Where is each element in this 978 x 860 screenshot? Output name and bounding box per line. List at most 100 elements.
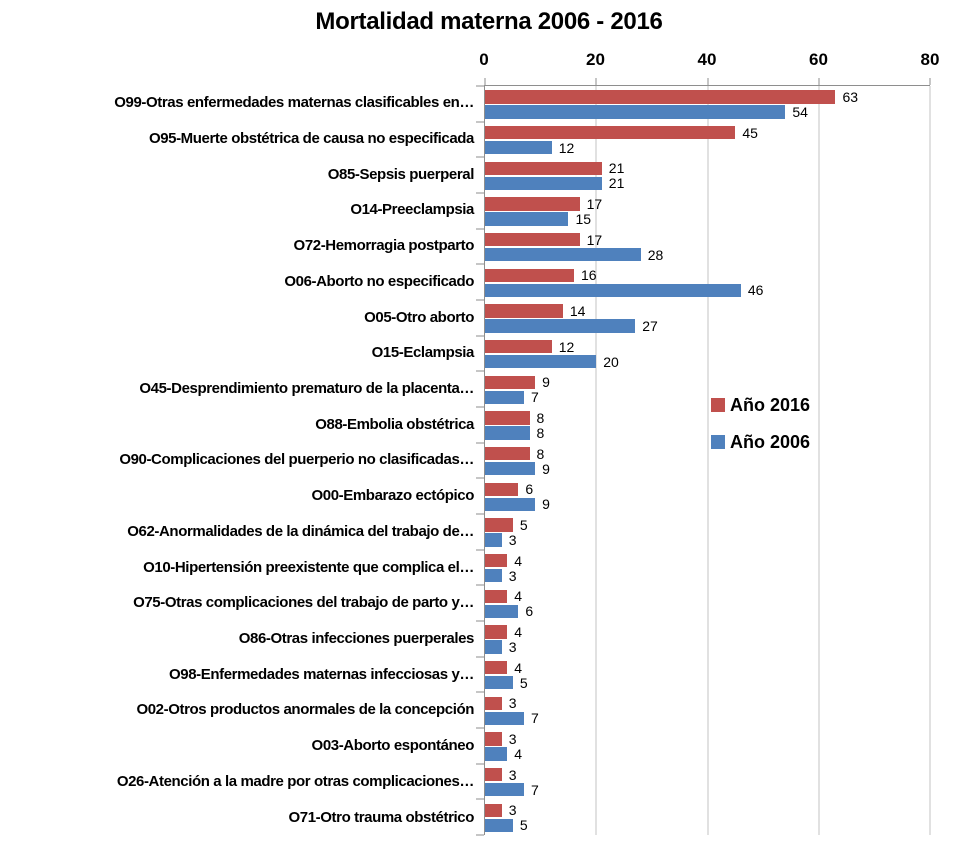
bar-value-label: 3	[508, 731, 517, 748]
legend-label: Año 2006	[730, 431, 811, 452]
x-axis-tick-label: 0	[479, 50, 489, 69]
chart-title: Mortalidad materna 2006 - 2016	[315, 8, 663, 35]
bar-value-label: 4	[514, 588, 523, 605]
bar-ano-2016	[485, 803, 502, 818]
bar-ano-2006	[485, 247, 641, 262]
x-axis: 0 20 40 60 80	[479, 50, 939, 74]
bar-value-label: 17	[586, 231, 603, 248]
bar-ano-2006	[485, 711, 524, 726]
bar-ano-2006	[485, 105, 786, 119]
category-label: O00-Embarazo ectópico	[311, 487, 475, 505]
bar-ano-2006	[485, 640, 502, 654]
axis-tick-mark	[476, 299, 484, 301]
bar-ano-2006	[485, 568, 502, 583]
axis-tick-mark	[476, 156, 484, 158]
bar-value-label: 3	[508, 639, 517, 656]
bar-ano-2006	[485, 497, 536, 512]
bar-value-label: 8	[536, 425, 545, 442]
bar-value-label: 4	[514, 746, 523, 763]
bar-value-label: 12	[558, 139, 575, 156]
bar-value-label: 4	[514, 659, 523, 676]
bar-value-label: 3	[508, 802, 517, 819]
category-label: O14-Preeclampsia	[350, 201, 474, 219]
category-label: O06-Aborto no especificado	[284, 272, 474, 290]
category-label: O98-Enfermedades maternas infecciosas y…	[169, 665, 474, 683]
axis-tick-mark	[476, 727, 484, 729]
bar-value-label: 9	[542, 460, 550, 477]
bar-ano-2016	[485, 589, 508, 604]
bar-value-label: 8	[536, 410, 545, 427]
bar-value-label: 28	[647, 246, 664, 263]
axis-tick-mark	[818, 78, 820, 85]
bar-ano-2016	[485, 339, 552, 354]
bar-ano-2006	[485, 390, 524, 405]
bar-value-label: 45	[742, 124, 758, 141]
category-label: O99-Otras enfermedades maternas clasific…	[114, 94, 474, 112]
axis-tick-mark	[476, 335, 484, 337]
category-label: O02-Otros productos anormales de la conc…	[136, 701, 474, 719]
axis-tick-mark	[476, 228, 484, 230]
bar-value-label: 20	[603, 353, 619, 370]
bar-value-label: 14	[569, 303, 586, 320]
bar-ano-2016	[485, 161, 602, 176]
axis-tick-mark	[476, 798, 484, 800]
bar-ano-2016	[485, 553, 508, 568]
x-axis-tick-label: 20	[586, 50, 605, 69]
bar-ano-2016	[485, 767, 502, 782]
axis-tick-mark	[476, 656, 484, 658]
category-label: O86-Otras infecciones puerperales	[238, 630, 475, 648]
bar-value-label: 4	[514, 552, 523, 569]
bar-ano-2016	[485, 518, 513, 532]
bar-ano-2016	[485, 197, 580, 211]
axis-tick-mark	[476, 477, 484, 479]
bar-value-label: 21	[608, 175, 625, 192]
axis-tick-mark	[707, 78, 708, 85]
bar-ano-2016	[485, 660, 508, 675]
bar-ano-2006	[485, 426, 530, 440]
axis-tick-mark	[476, 834, 484, 836]
gridline	[595, 86, 597, 835]
bar-ano-2006	[485, 461, 536, 476]
bar-value-label: 54	[792, 104, 808, 121]
bar-ano-2016	[485, 90, 836, 104]
axis-tick-mark	[476, 192, 484, 194]
category-label: O88-Embolia obstétrica	[315, 415, 474, 433]
bar-value-label: 3	[508, 766, 517, 783]
bar-ano-2006	[485, 604, 519, 619]
category-label: O05-Otro aborto	[364, 308, 474, 326]
category-axis-labels: O99-Otras enfermedades maternas clasific…	[0, 85, 474, 835]
axis-tick-mark	[476, 691, 484, 693]
bar-value-label: 3	[508, 567, 517, 584]
axis-tick-mark	[476, 549, 484, 551]
bar-ano-2006	[485, 176, 602, 191]
bar-value-label: 6	[525, 481, 534, 498]
category-label: O85-Sepsis puerperal	[327, 165, 475, 183]
bar-ano-2016	[485, 732, 502, 746]
bar-ano-2016	[485, 411, 530, 425]
axis-tick-mark	[476, 513, 484, 515]
bar-ano-2016	[485, 625, 508, 639]
legend-label: Año 2016	[730, 394, 811, 415]
gridline	[818, 86, 820, 835]
bar-value-label: 5	[519, 817, 528, 834]
bar-value-label: 7	[530, 389, 539, 406]
category-label: O71-Otro trauma obstétrico	[288, 808, 475, 826]
category-label: O95-Muerte obstétrica de causa no especi…	[148, 130, 474, 148]
bar-value-label: 15	[575, 211, 592, 228]
bar-ano-2006	[485, 354, 597, 369]
axis-tick-mark	[476, 620, 484, 622]
legend-swatch	[711, 398, 725, 412]
gridline	[707, 86, 708, 835]
bar-value-label: 5	[519, 517, 528, 534]
bar-ano-2006	[485, 533, 502, 547]
bar-ano-2016	[485, 304, 563, 318]
category-label: O75-Otras complicaciones del trabajo de …	[133, 594, 474, 612]
x-axis-tick-label: 60	[809, 50, 828, 69]
legend-entry: Año 2006	[711, 429, 810, 455]
axis-tick-mark	[476, 263, 484, 265]
category-label: O03-Aborto espontáneo	[311, 737, 475, 755]
x-axis-tick-label: 80	[920, 50, 940, 69]
bar-value-label: 16	[581, 267, 597, 284]
bar-ano-2006	[485, 782, 524, 797]
